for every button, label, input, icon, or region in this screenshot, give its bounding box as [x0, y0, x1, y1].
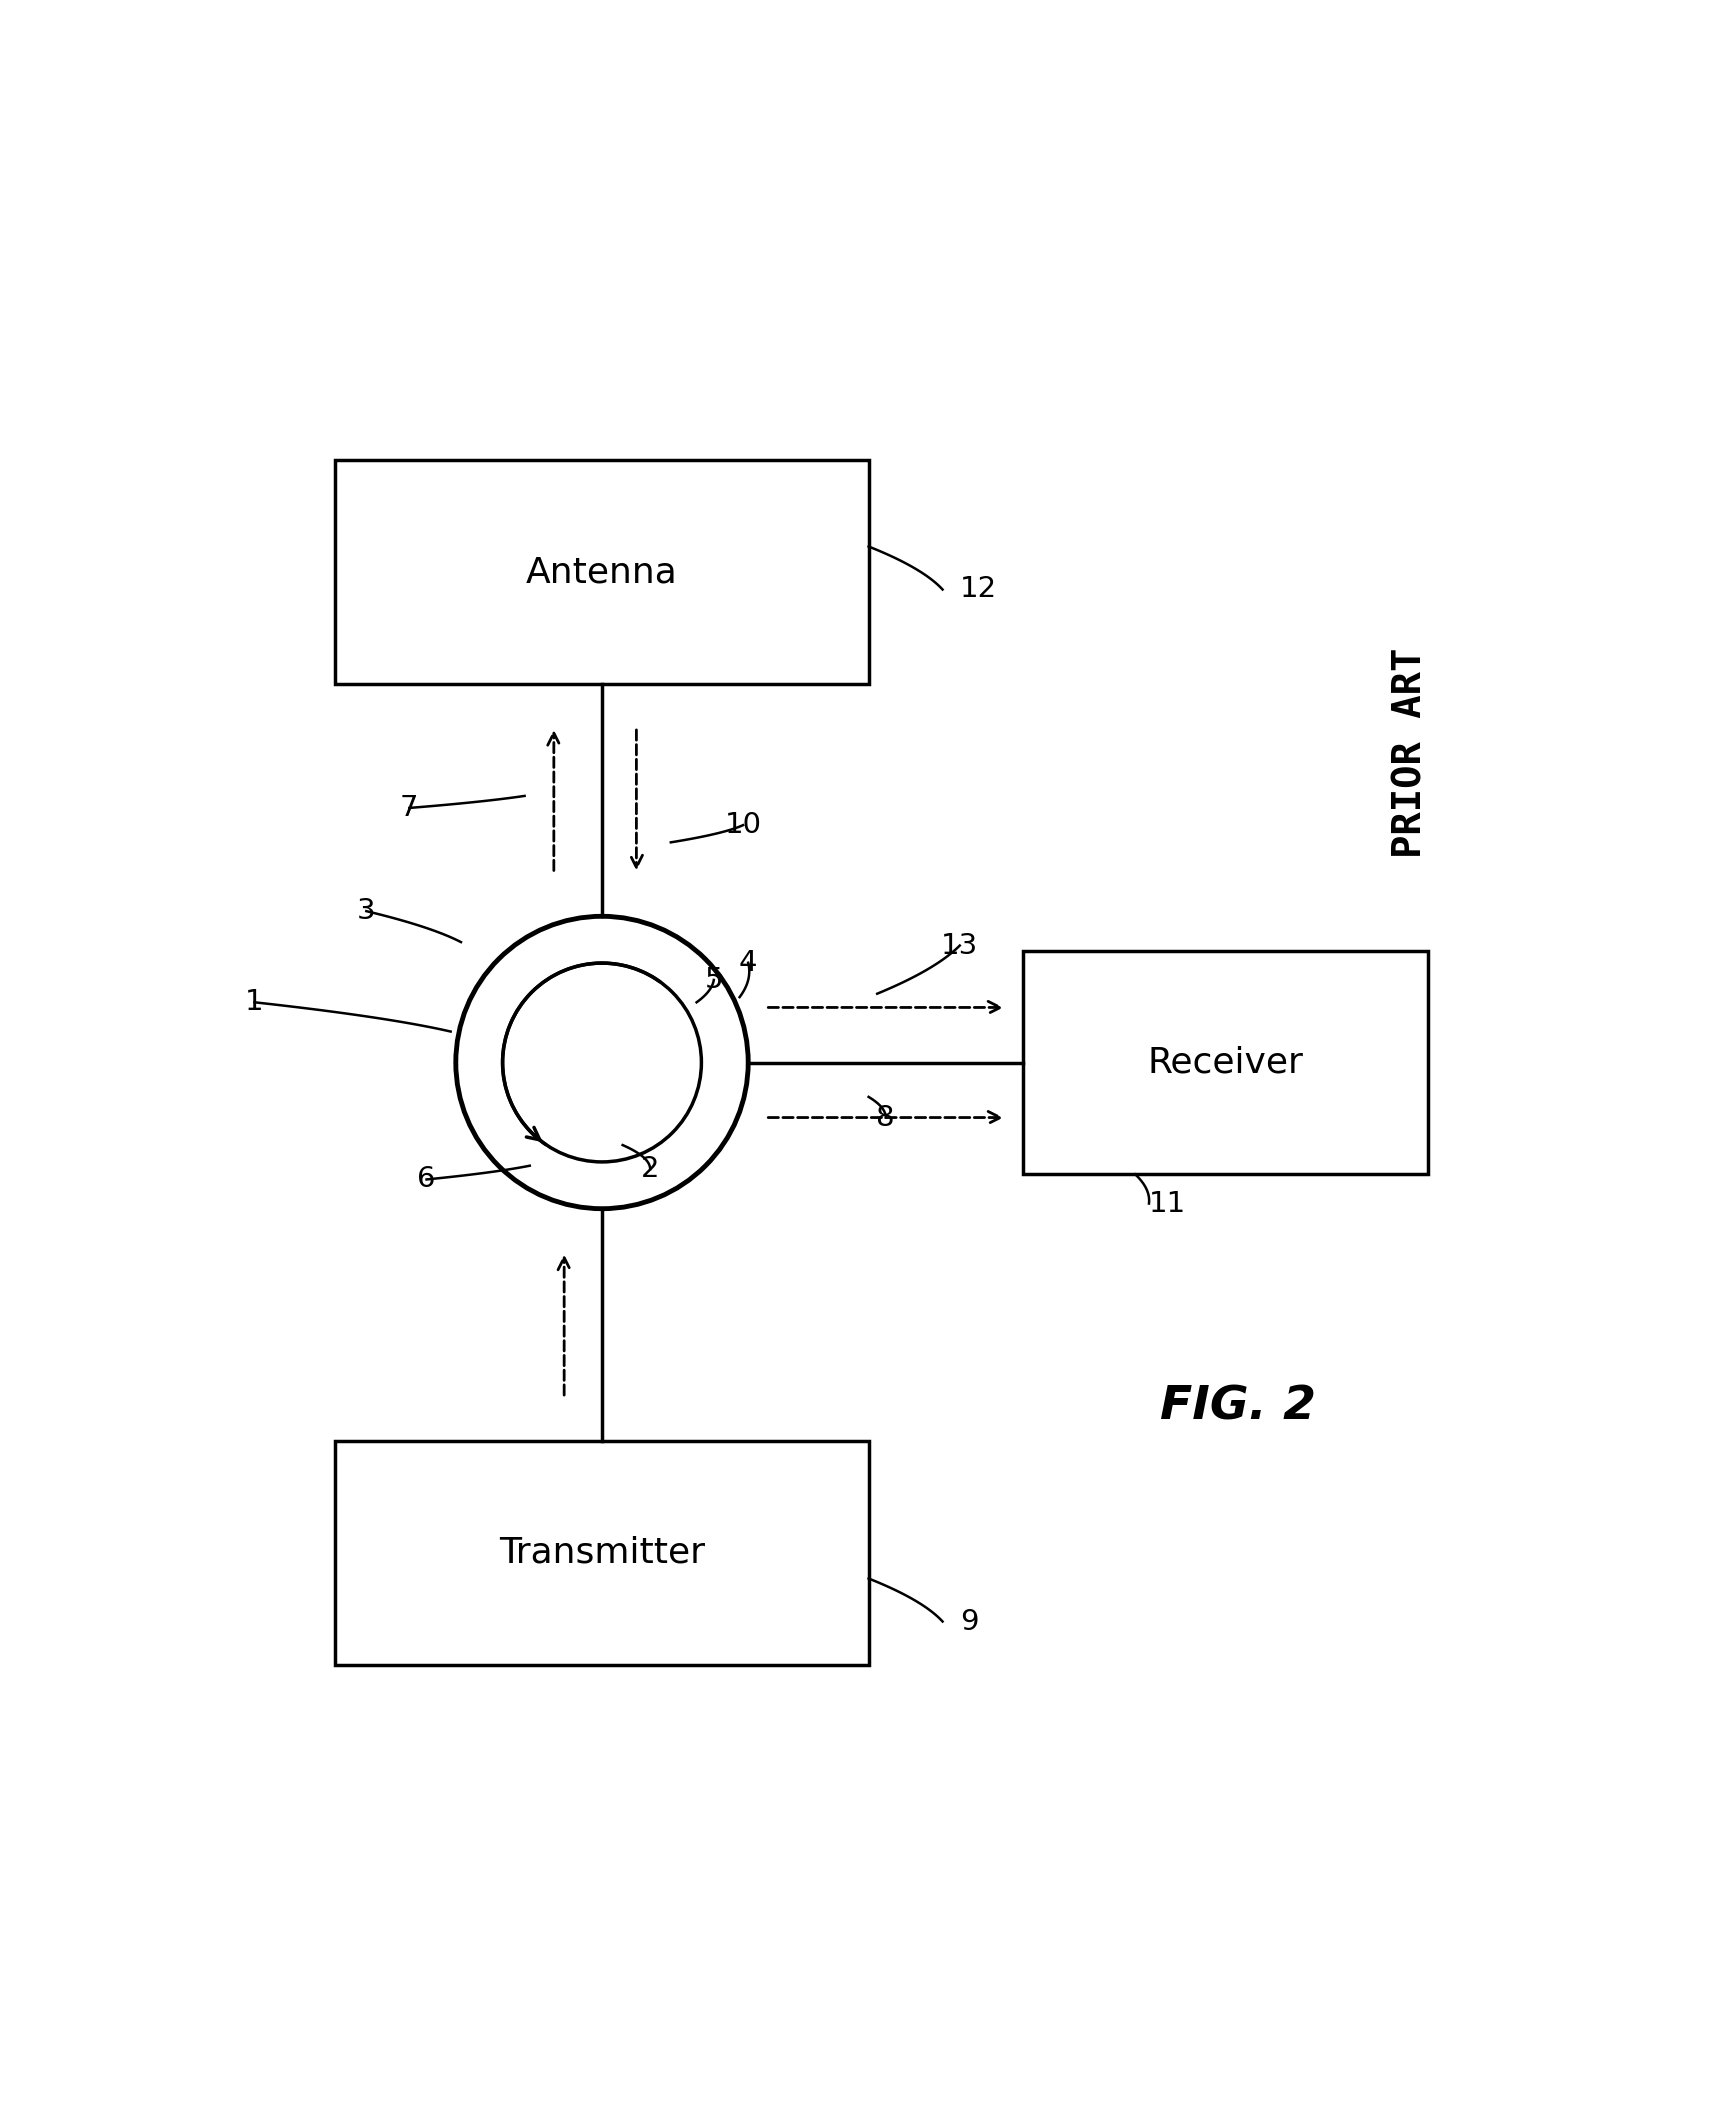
- Text: 8: 8: [877, 1103, 894, 1130]
- Text: 7: 7: [401, 795, 418, 822]
- Text: 12: 12: [960, 576, 998, 603]
- Text: FIG. 2: FIG. 2: [1161, 1383, 1316, 1428]
- Text: 6: 6: [418, 1164, 435, 1194]
- Text: 11: 11: [1149, 1190, 1187, 1218]
- Text: 10: 10: [724, 812, 762, 839]
- Bar: [335, 461, 869, 684]
- Text: 2: 2: [642, 1156, 659, 1184]
- Text: 13: 13: [941, 931, 979, 960]
- Text: 9: 9: [960, 1606, 979, 1636]
- Text: Antenna: Antenna: [526, 555, 678, 589]
- Text: PRIOR ART: PRIOR ART: [1391, 648, 1429, 858]
- Text: Transmitter: Transmitter: [499, 1536, 705, 1570]
- Text: 1: 1: [246, 988, 263, 1016]
- Text: 4: 4: [740, 948, 757, 978]
- Text: 3: 3: [358, 897, 375, 924]
- Text: 5: 5: [705, 967, 722, 994]
- Bar: [335, 1441, 869, 1664]
- Bar: [1023, 950, 1428, 1175]
- Text: Receiver: Receiver: [1147, 1046, 1304, 1080]
